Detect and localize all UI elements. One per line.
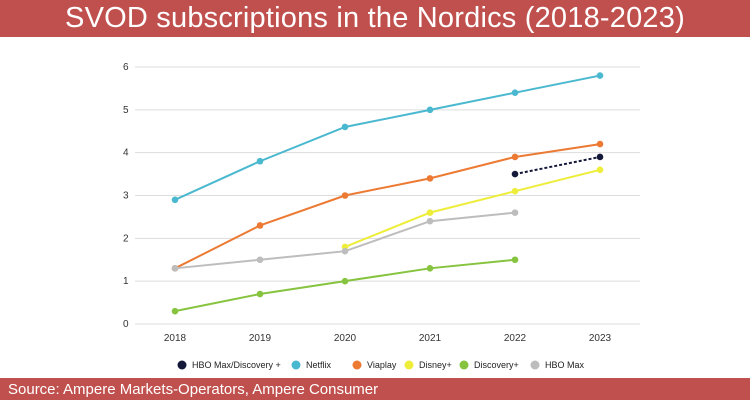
data-point-discovery [171,307,179,315]
legend-label-disney: Disney+ [419,360,452,370]
data-point-hbo-max [171,265,179,272]
data-point-discovery [511,256,519,264]
series-line-discovery [174,258,516,313]
x-tick-label: 2018 [164,333,187,344]
data-point-netflix [256,157,264,165]
chart-title: SVOD subscriptions in the Nordics (2018-… [65,2,685,34]
y-tick-label: 4 [123,148,129,159]
data-point-hbo-max-discovery [511,170,519,178]
title-banner: SVOD subscriptions in the Nordics (2018-… [0,0,750,37]
data-point-hbo-max [511,209,519,216]
data-point-hbo-max [426,217,434,225]
data-point-netflix [341,123,349,131]
data-point-discovery [426,265,434,272]
data-point-netflix [171,196,179,204]
data-point-hbo-max [341,247,349,255]
data-point-viaplay [511,153,519,161]
legend-label-hbo-max-discovery: HBO Max/Discovery + [192,360,281,370]
series-line-viaplay [174,143,601,270]
source-banner: Source: Ampere Markets-Operators, Ampere… [0,378,750,400]
data-point-disney [511,187,519,195]
series-line-netflix [174,74,601,201]
x-tick-label: 2023 [589,333,612,344]
legend-marker-hbo-max [530,360,540,370]
y-tick-label: 0 [123,319,129,330]
data-point-hbo-max-discovery [596,153,604,161]
y-tick-label: 3 [123,191,129,202]
data-point-viaplay [426,175,434,182]
x-tick-label: 2019 [249,333,272,344]
legend-label-hbo-max: HBO Max [545,360,585,370]
legend-marker-disney [404,360,414,370]
data-point-viaplay [341,192,349,199]
x-tick-label: 2020 [334,333,357,344]
data-point-discovery [341,277,349,285]
data-point-disney [596,166,604,174]
legend-marker-viaplay [352,360,362,370]
series-line-disney [344,168,601,248]
data-point-discovery [256,290,264,298]
data-point-netflix [511,89,519,96]
data-point-viaplay [596,140,604,148]
legend-label-viaplay: Viaplay [367,360,397,370]
y-tick-label: 2 [123,233,129,244]
chart-area: 0 1 2 3 4 5 6 2018 2019 2020 2021 2022 2023 HBO Max/D… [0,37,750,378]
series-line-hbo-max [174,211,516,270]
source-text: Source: Ampere Markets-Operators, Ampere… [8,380,379,398]
x-tick-label: 2022 [504,333,527,344]
legend-label-discovery: Discovery+ [474,360,519,370]
data-point-disney [426,209,434,216]
data-point-netflix [596,72,604,79]
y-tick-label: 6 [123,62,129,73]
legend-marker-hbo-max-discovery [177,360,187,370]
data-point-netflix [426,106,434,114]
y-tick-label: 5 [123,105,129,116]
legend-marker-discovery [459,360,469,370]
data-point-hbo-max [256,256,264,264]
x-tick-label: 2021 [419,333,442,344]
data-point-viaplay [256,222,264,229]
legend-label-netflix: Netflix [306,360,332,370]
legend-marker-netflix [291,360,301,370]
y-tick-label: 1 [123,276,129,287]
series-line-hbo-max-discovery [514,155,601,176]
line-chart: 0 1 2 3 4 5 6 2018 2019 2020 2021 2022 2023 HBO Max/D… [123,62,640,370]
